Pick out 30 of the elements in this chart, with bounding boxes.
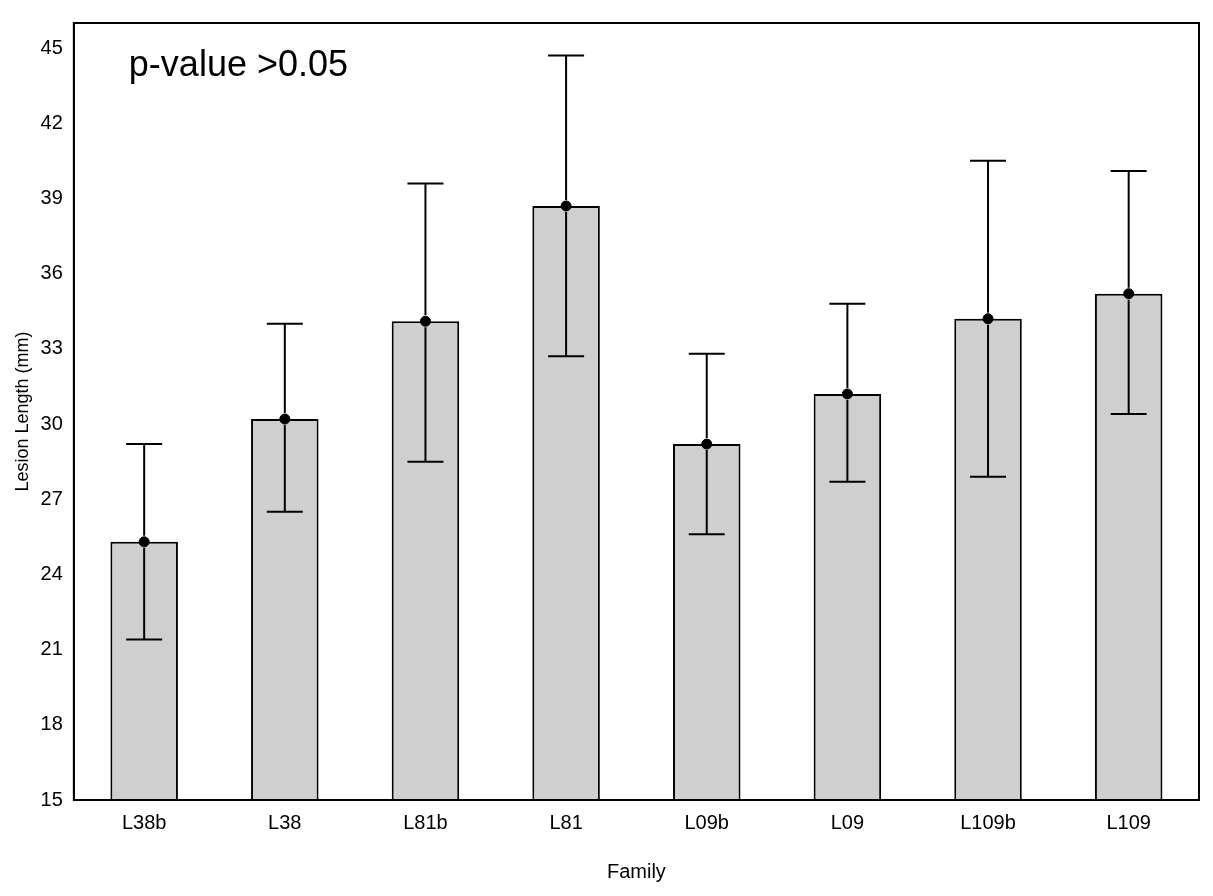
x-tick-label: L109 <box>1106 810 1151 833</box>
x-tick-label: L81b <box>403 810 448 833</box>
point <box>138 536 150 548</box>
annotation: p-value >0.05 <box>128 42 349 84</box>
x-axis-title: Family <box>606 859 666 882</box>
y-axis-title: Lesion Length (mm) <box>11 331 32 492</box>
y-tick-label: 30 <box>40 411 63 434</box>
point <box>1123 288 1135 300</box>
y-tick-label: 36 <box>40 261 63 284</box>
x-tick-label: L109b <box>960 810 1016 833</box>
point <box>279 413 291 425</box>
y-tick-label: 21 <box>40 637 63 660</box>
y-tick-label: 27 <box>40 486 63 509</box>
y-tick-label: 18 <box>40 712 63 735</box>
y-tick-label: 42 <box>40 110 63 133</box>
y-tick-label: 24 <box>40 561 63 584</box>
y-tick-label: 15 <box>40 787 63 810</box>
y-tick-label: 45 <box>40 35 63 58</box>
point <box>841 388 853 400</box>
y-tick-label: 39 <box>40 185 63 208</box>
x-tick-label: L81 <box>549 810 583 833</box>
point <box>560 200 572 212</box>
x-tick-label: L38 <box>268 810 302 833</box>
x-tick-label: L38b <box>121 810 167 833</box>
x-tick-label: L09 <box>830 810 865 833</box>
point <box>419 315 431 327</box>
point <box>701 438 713 450</box>
y-tick-label: 33 <box>40 336 63 359</box>
x-tick-label: L09b <box>684 810 729 833</box>
point <box>982 313 994 325</box>
